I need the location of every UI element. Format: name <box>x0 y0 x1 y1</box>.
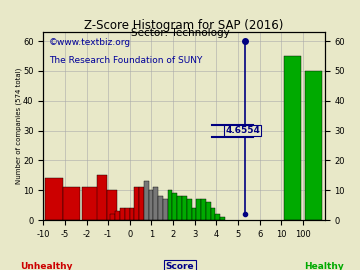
Bar <box>168 190 172 220</box>
Bar <box>220 217 225 220</box>
Bar <box>125 208 130 220</box>
Text: 4.6554: 4.6554 <box>225 126 260 135</box>
Bar <box>153 187 158 220</box>
Bar <box>139 187 144 220</box>
Title: Z-Score Histogram for SAP (2016): Z-Score Histogram for SAP (2016) <box>84 19 284 32</box>
Bar <box>196 199 201 220</box>
Bar <box>130 208 134 220</box>
Bar <box>284 56 301 220</box>
Bar <box>201 199 206 220</box>
Bar <box>134 187 139 220</box>
Bar <box>111 214 115 220</box>
Bar <box>149 190 153 220</box>
Bar <box>63 187 80 220</box>
Text: ©www.textbiz.org: ©www.textbiz.org <box>49 38 131 47</box>
Bar <box>45 178 63 220</box>
Bar <box>82 187 98 220</box>
Text: Score: Score <box>166 262 194 270</box>
Bar <box>177 196 182 220</box>
Bar <box>206 202 211 220</box>
Bar <box>107 190 117 220</box>
Text: Sector: Technology: Sector: Technology <box>131 28 229 38</box>
Bar <box>182 196 187 220</box>
Text: The Research Foundation of SUNY: The Research Foundation of SUNY <box>49 56 202 66</box>
Y-axis label: Number of companies (574 total): Number of companies (574 total) <box>15 68 22 184</box>
Bar <box>211 208 215 220</box>
Text: Healthy: Healthy <box>304 262 344 270</box>
Bar <box>163 199 168 220</box>
Bar <box>158 196 163 220</box>
Bar <box>215 214 220 220</box>
Bar <box>144 181 149 220</box>
Text: Unhealthy: Unhealthy <box>21 262 73 270</box>
Bar <box>97 175 107 220</box>
Bar <box>115 211 120 220</box>
Bar <box>192 208 196 220</box>
Bar <box>120 208 125 220</box>
Bar <box>187 199 192 220</box>
Bar <box>172 193 177 220</box>
Bar <box>305 71 323 220</box>
